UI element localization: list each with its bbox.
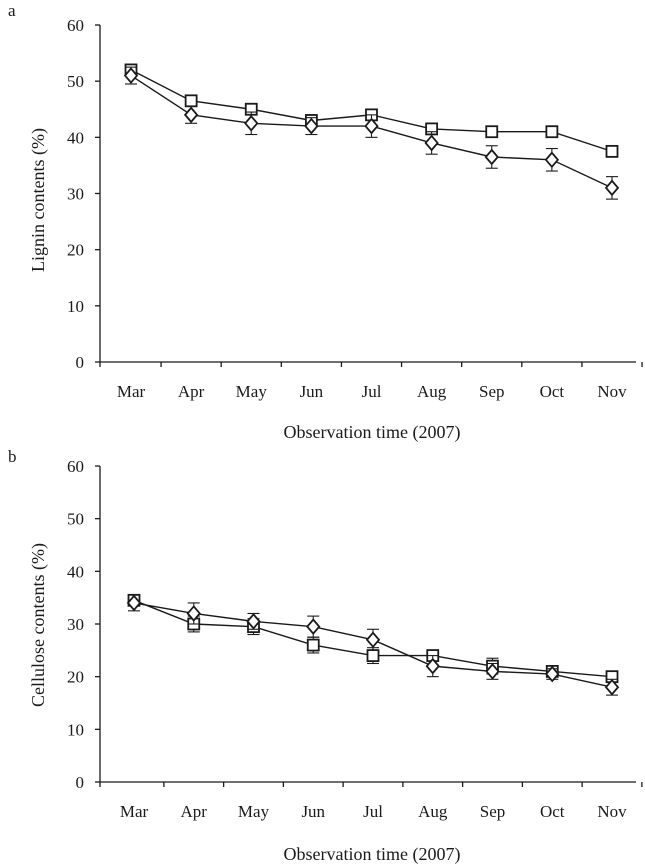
x-tick-label: Mar [117, 382, 146, 401]
x-tick-label: Jul [363, 802, 383, 821]
diamond-marker [424, 134, 439, 152]
y-tick-label: 60 [67, 16, 84, 35]
panel-a-x-axis-title: Observation time (2007) [284, 422, 461, 443]
panel-b: b Cellulose contents (%) Observation tim… [8, 447, 643, 865]
x-tick-label: Jul [362, 382, 382, 401]
square-marker [605, 144, 619, 158]
diamond-marker [186, 605, 201, 622]
series-square [124, 63, 619, 158]
y-tick-label: 30 [67, 615, 84, 634]
x-tick-label: Nov [597, 802, 627, 821]
x-tick-label: Jun [300, 382, 324, 401]
x-tick-label: Oct [540, 382, 565, 401]
square-marker [306, 638, 320, 652]
y-tick-label: 50 [67, 510, 84, 529]
square-marker [366, 649, 380, 662]
x-tick-label: Apr [181, 802, 208, 821]
diamond-marker [244, 114, 259, 132]
panel-b-label: b [8, 447, 17, 466]
panel-a-y-axis-title: Lignin contents (%) [28, 128, 49, 272]
panel-a: a Lignin contents (%) Observation time (… [8, 1, 643, 443]
y-tick-label: 30 [67, 185, 84, 204]
diamond-marker [365, 631, 381, 649]
diamond-marker [246, 612, 261, 630]
x-tick-label: Apr [178, 382, 205, 401]
diamond-marker [604, 179, 620, 197]
y-tick-label: 20 [67, 668, 84, 687]
diamond-marker [364, 117, 379, 135]
x-tick-label: Sep [480, 802, 506, 821]
panel-b-y-axis-title: Cellulose contents (%) [28, 543, 49, 707]
y-tick-label: 10 [67, 297, 84, 316]
square-marker [545, 125, 559, 139]
diamond-marker [304, 117, 319, 135]
y-tick-label: 0 [76, 773, 85, 792]
square-marker [485, 125, 499, 139]
panel-a-label: a [8, 1, 16, 20]
y-tick-label: 20 [67, 241, 84, 260]
y-tick-label: 0 [76, 353, 85, 372]
series-diamond [123, 66, 620, 200]
diamond-marker [183, 106, 199, 124]
diamond-marker [544, 151, 560, 169]
series-diamond [126, 594, 620, 696]
x-tick-label: Nov [597, 382, 627, 401]
x-tick-label: Aug [418, 802, 448, 821]
x-tick-label: Aug [417, 382, 447, 401]
y-tick-label: 40 [67, 128, 84, 147]
diamond-marker [484, 148, 499, 166]
y-tick-label: 10 [67, 720, 84, 739]
y-tick-label: 50 [67, 72, 84, 91]
y-tick-label: 40 [67, 562, 84, 581]
diamond-marker [306, 618, 321, 636]
diamond-marker [425, 657, 440, 675]
diamond-marker [485, 663, 500, 680]
square-marker [184, 94, 198, 108]
panel-b-x-axis-title: Observation time (2007) [284, 844, 461, 865]
diamond-marker [126, 594, 142, 612]
x-tick-label: Sep [479, 382, 505, 401]
diamond-marker [604, 678, 620, 696]
y-tick-label: 60 [67, 457, 84, 476]
x-tick-label: Jun [301, 802, 325, 821]
x-tick-label: May [238, 802, 270, 821]
diamond-marker [545, 665, 560, 683]
diamond-marker [123, 67, 139, 84]
x-tick-label: May [236, 382, 268, 401]
x-tick-label: Oct [540, 802, 565, 821]
x-tick-label: Mar [120, 802, 149, 821]
